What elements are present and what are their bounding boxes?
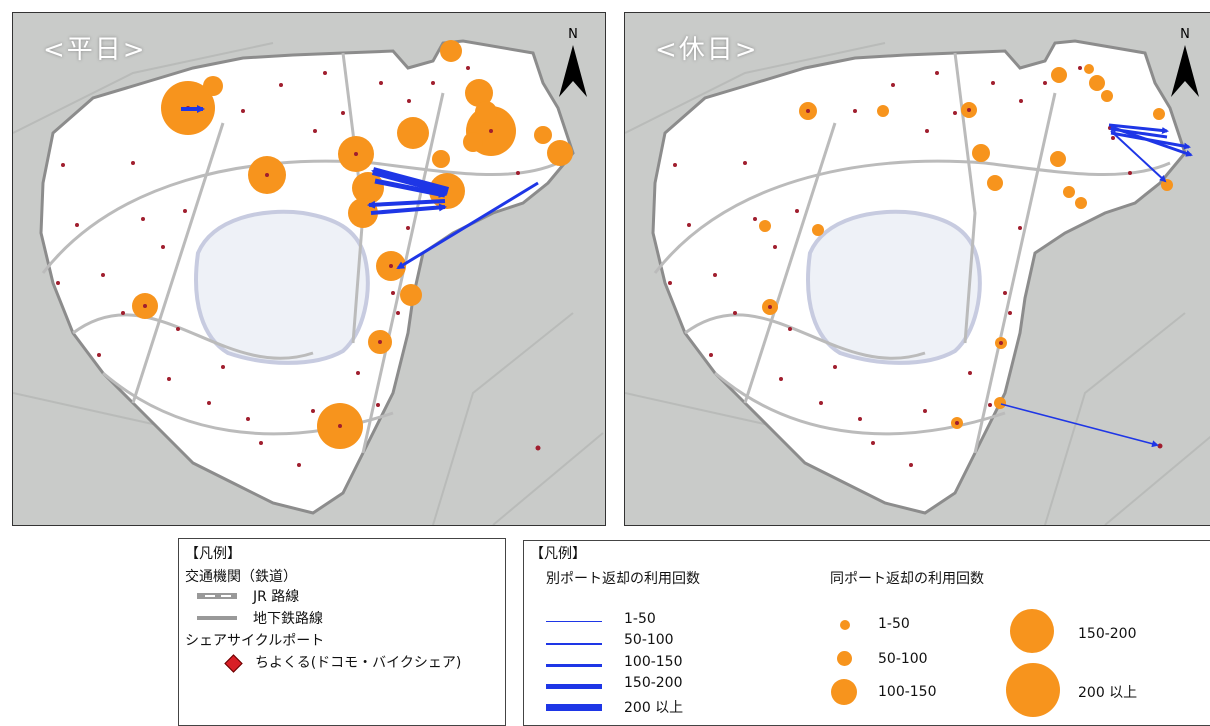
other-port-line-4 [546,684,602,689]
holiday-title: <休日> [655,35,759,65]
weekday-map [13,13,605,525]
railway-legend: 【凡例】 交通機関（鉄道） JR 路線 地下鉄路線 シェアサイクルポート ちよく… [178,538,506,726]
jr-line-symbol [197,593,237,599]
same-port-dot-3 [831,679,857,705]
jr-line-label: JR 路線 [253,589,300,605]
port-markers [56,66,541,467]
same-port-label-4: 150-200 [1078,626,1137,642]
same-port-circles [759,64,1173,429]
holiday-map-panel: <休日> N [624,12,1210,526]
subway-line-symbol [197,616,237,620]
legend-heading: 【凡例】 [185,546,241,562]
usage-legend: 【凡例】 別ポート返却の利用回数 1-50 50-100 100-150 150… [523,540,1210,726]
flow-arrows [181,105,539,270]
port-title: シェアサイクルポート [185,633,325,649]
same-port-label-5: 200 以上 [1078,685,1138,701]
same-port-label-2: 50-100 [878,651,928,667]
other-port-label-5: 200 以上 [624,700,684,716]
transport-title: 交通機関（鉄道） [185,569,297,585]
palace-area [194,209,370,365]
palace-area [806,209,982,365]
north-arrow-icon [1171,45,1199,97]
north-arrow: N [1170,27,1200,99]
weekday-title: <平日> [43,35,147,65]
same-port-label-1: 1-50 [878,616,910,632]
other-port-label-4: 150-200 [624,675,683,691]
other-port-label-1: 1-50 [624,611,656,627]
north-label: N [568,27,578,42]
weekday-map-panel: <平日> N [12,12,606,526]
legend-heading: 【凡例】 [530,546,586,562]
other-port-line-5 [546,704,602,711]
port-marker-icon [224,654,243,673]
other-port-label-3: 100-150 [624,654,683,670]
north-label: N [1180,27,1190,42]
other-port-title: 別ポート返却の利用回数 [546,571,700,587]
other-port-label-2: 50-100 [624,632,674,648]
same-port-title: 同ポート返却の利用回数 [830,571,984,587]
same-port-dot-2 [837,651,852,666]
other-port-line-3 [546,664,602,667]
other-port-line-1 [546,621,602,622]
port-markers [668,66,1163,467]
same-port-dot-5 [1006,663,1060,717]
holiday-map [625,13,1210,525]
north-arrow-icon [559,45,587,97]
other-port-line-2 [546,643,602,645]
same-port-label-3: 100-150 [878,684,937,700]
rail-lines [653,52,1171,454]
subway-line-label: 地下鉄路線 [253,611,323,627]
north-arrow: N [558,27,588,99]
same-port-dot-4 [1010,609,1054,653]
same-port-dot-1 [840,620,850,630]
port-label: ちよくる(ドコモ・バイクシェア) [255,655,462,671]
flow-arrows [1000,123,1193,448]
